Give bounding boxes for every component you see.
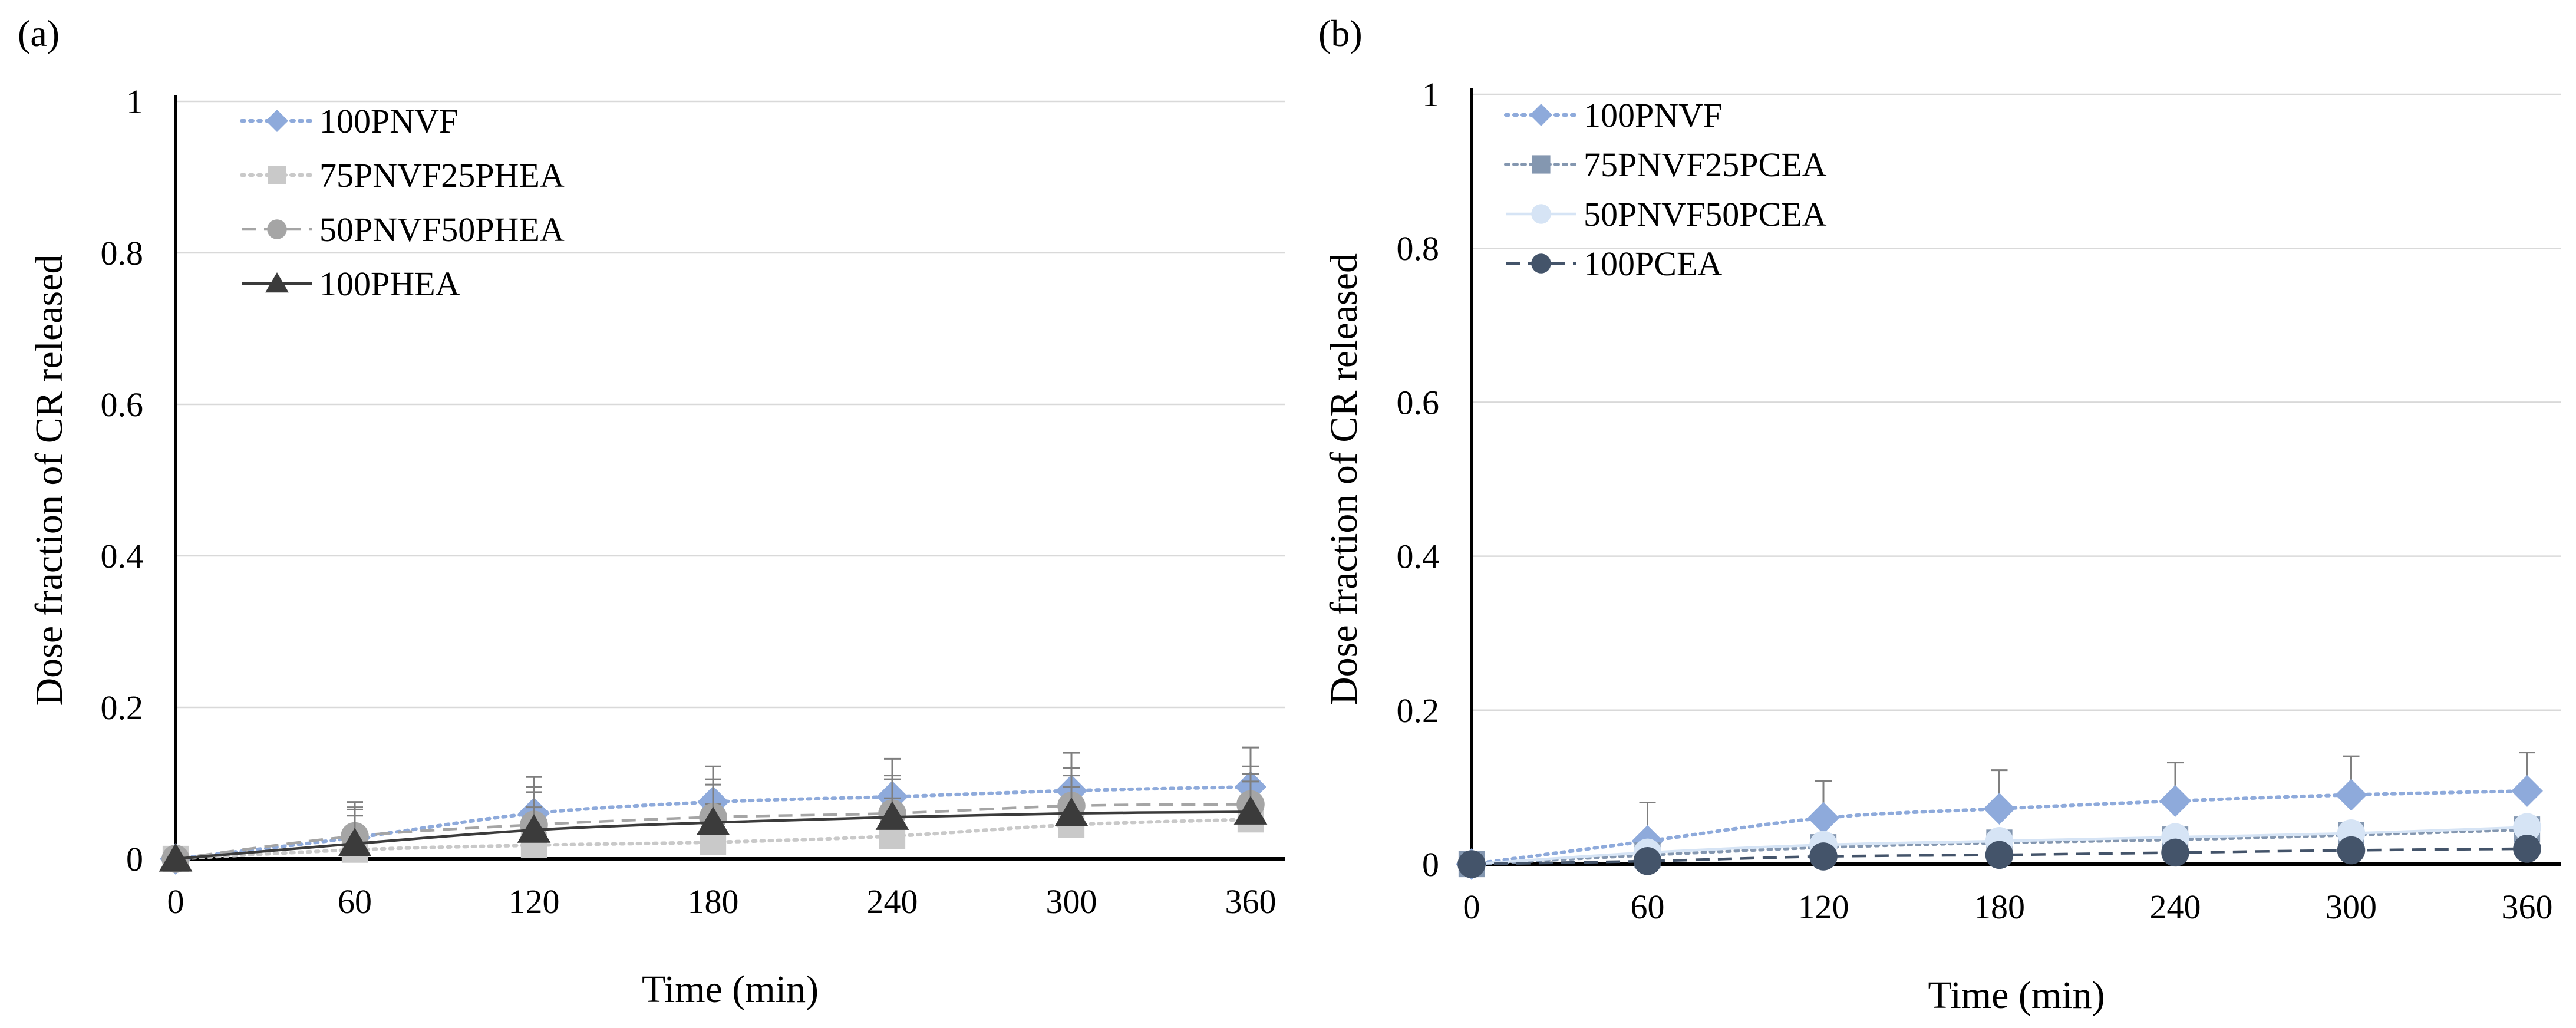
x-tick-label: 120 [509, 882, 560, 921]
legend-label: 75PNVF25PCEA [1584, 146, 1827, 184]
legend-label: 100PNVF [319, 102, 458, 140]
data-point [875, 801, 909, 830]
y-axis-title: Dose fraction of CR released [1322, 253, 1365, 705]
data-point [2511, 775, 2543, 807]
data-point [1457, 850, 1486, 878]
data-point [2159, 785, 2191, 817]
y-tick-label: 1 [1422, 75, 1439, 114]
x-tick-label: 0 [1463, 888, 1480, 926]
legend-label: 100PCEA [1584, 245, 1722, 283]
chart-panel-b: (b) 0 0.2 0.4 0.6 0.8 1 0 60 120 180 240 300 360 Time … [1318, 12, 2561, 1017]
y-tick-label: 0.6 [101, 386, 144, 424]
data-point [1809, 842, 1838, 871]
y-tick-label: 0.4 [101, 537, 144, 575]
y-tick-label: 0.8 [101, 234, 144, 272]
legend-item: 50PNVF50PHEA [242, 210, 565, 249]
legend-item: 100PHEA [242, 265, 460, 303]
legend-marker [1531, 204, 1551, 224]
legend-marker [267, 219, 287, 239]
chart-panel-a: (a) 0 0.2 0.4 0.6 0.8 1 0 60 120 180 240 300 360 Time … [18, 12, 1285, 1011]
series-100PHEA [159, 773, 1268, 872]
legend-label: 50PNVF50PCEA [1584, 195, 1827, 233]
data-point [1808, 802, 1839, 834]
y-tick-label: 0.2 [1397, 691, 1440, 730]
panel-label: (b) [1318, 12, 1363, 54]
legend-item: 75PNVF25PCEA [1504, 146, 1827, 184]
y-tick-label: 0.6 [1397, 383, 1440, 421]
legend-item: 50PNVF50PCEA [1506, 195, 1827, 233]
legend-marker [265, 272, 289, 293]
x-tick-label: 240 [867, 882, 918, 921]
y-tick-label: 1 [126, 83, 143, 121]
data-point [1633, 847, 1662, 875]
legend-label: 100PNVF [1584, 96, 1722, 134]
data-point [338, 828, 372, 856]
legend-item: 100PNVF [1504, 96, 1722, 134]
y-tick-label: 0.4 [1397, 538, 1440, 576]
legend-label: 75PNVF25PHEA [319, 156, 565, 195]
x-tick-label: 240 [2150, 888, 2201, 926]
legend-label: 100PHEA [319, 265, 460, 303]
y-tick-label: 0.2 [101, 688, 144, 727]
legend-item: 75PNVF25PHEA [240, 156, 565, 195]
x-tick-label: 180 [1974, 888, 2025, 926]
x-tick-label: 300 [1046, 882, 1097, 921]
series-100PCEA [1457, 835, 2541, 878]
data-point [2337, 836, 2366, 865]
x-tick-label: 180 [688, 882, 739, 921]
data-point [1233, 796, 1268, 825]
legend-item: 100PCEA [1506, 245, 1722, 283]
panel-label: (a) [18, 12, 60, 54]
data-point [159, 843, 193, 872]
legend-marker [268, 166, 286, 184]
legend-marker [1531, 253, 1551, 274]
x-tick-label: 60 [1631, 888, 1665, 926]
data-point [2513, 835, 2541, 863]
data-point [2161, 838, 2189, 867]
x-tick-label: 360 [2502, 888, 2553, 926]
x-tick-label: 360 [1225, 882, 1277, 921]
data-point [1054, 797, 1089, 826]
x-tick-label: 0 [167, 882, 184, 921]
x-axis-title: Time (min) [1928, 974, 2105, 1017]
x-axis-title: Time (min) [642, 968, 819, 1011]
data-point [2335, 779, 2367, 811]
legend-marker [1530, 104, 1552, 126]
y-tick-label: 0 [126, 840, 143, 878]
data-point [696, 806, 730, 835]
legend-item: 100PNVF [240, 102, 458, 140]
data-point [1985, 841, 2014, 869]
legend-marker [1532, 155, 1551, 174]
data-point [2513, 813, 2541, 842]
y-tick-label: 0 [1422, 845, 1439, 884]
data-point [517, 814, 551, 843]
x-tick-label: 300 [2326, 888, 2377, 926]
y-tick-label: 0.8 [1397, 229, 1440, 268]
legend-label: 50PNVF50PHEA [319, 210, 565, 249]
y-axis-title: Dose fraction of CR released [28, 254, 71, 706]
data-point [1983, 792, 2016, 825]
x-tick-label: 60 [338, 882, 372, 921]
legend-marker [266, 110, 288, 132]
x-tick-label: 120 [1798, 888, 1849, 926]
